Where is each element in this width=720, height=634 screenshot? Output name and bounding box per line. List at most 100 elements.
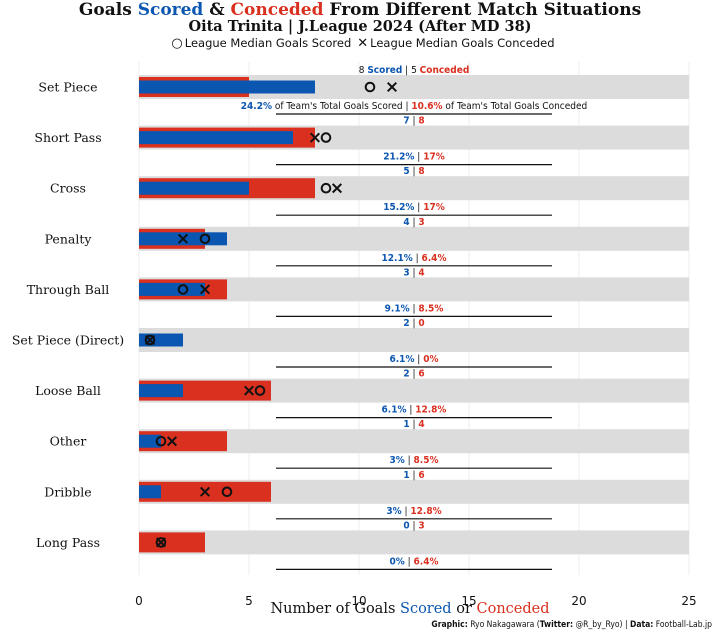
cross-marker-icon: ✕ [357, 36, 369, 51]
pct-annotation: 6.1% | 12.8% [382, 405, 447, 416]
x-axis-label: Number of Goals Scored or Conceded [0, 601, 720, 617]
count-annotation: 4 | 3 [403, 217, 424, 228]
median-conceded-marker [199, 284, 211, 295]
background-bar [139, 226, 689, 251]
credit-data-label: Data: [629, 620, 654, 630]
count-annotation: 1 | 4 [403, 419, 424, 430]
count-sep: | [410, 318, 419, 329]
pct-sep: | [405, 556, 414, 567]
pct-scored-suffix: of Team's Total Goals Scored [272, 101, 403, 112]
median-scored-marker [155, 435, 167, 447]
pct-scored-value: 21.2% [383, 152, 414, 163]
median-scored-marker [155, 537, 167, 548]
category-label: Loose Ball [35, 383, 101, 398]
median-conceded-marker [144, 334, 156, 346]
scored-bar [139, 384, 183, 398]
median-conceded-marker [386, 81, 398, 93]
background-bar [139, 530, 689, 555]
credit-data-value: Football-Lab.jp [653, 620, 712, 630]
pct-scored-value: 6.1% [382, 405, 407, 416]
count-conceded-value: 8 [418, 166, 424, 177]
x-tick-label: 15 [461, 594, 476, 608]
credit-twitter-label: Twitter: [539, 620, 574, 630]
pct-annotation: 3% | 8.5% [390, 455, 439, 466]
count-conceded-value: 6 [418, 470, 424, 481]
pct-sep: | [413, 253, 422, 264]
chart-title: Goals Scored & Conceded From Different M… [0, 0, 720, 20]
pct-annotation: 15.2% | 17% [383, 202, 445, 213]
median-conceded-marker [155, 537, 167, 548]
count-sep: | [410, 520, 419, 531]
category-label: Penalty [45, 231, 93, 246]
conceded-bar [139, 532, 205, 553]
pct-annotation: 12.1% | 6.4% [382, 253, 447, 264]
category-label: Other [50, 434, 87, 449]
pct-conceded-value: 8.5% [414, 455, 439, 466]
pct-scored-value: 9.1% [385, 303, 410, 314]
scored-bar [139, 181, 249, 195]
pct-conceded-value: 10.6% [411, 101, 442, 112]
pct-sep: | [414, 202, 423, 213]
background-bar [139, 328, 689, 352]
pct-scored-value: 12.1% [382, 253, 413, 264]
count-conceded-value: 5 [411, 65, 420, 76]
count-sep: | [410, 166, 419, 177]
median-conceded-marker [166, 436, 178, 447]
median-conceded-marker [199, 486, 211, 497]
credit-twitter-value: @R_by_Ryo) | [573, 620, 630, 630]
median-conceded-marker [331, 183, 343, 194]
median-scored-marker [320, 182, 332, 194]
count-scored-value: 2 [403, 369, 409, 380]
pct-conceded-value: 0% [423, 354, 438, 365]
count-sep: | [410, 369, 419, 380]
title-amp: & [203, 0, 231, 20]
title-conceded-word: Conceded [230, 0, 324, 20]
pct-conceded-value: 17% [423, 202, 445, 213]
legend-scored-label: League Median Goals Scored [184, 36, 352, 50]
x-tick-label: 0 [135, 594, 143, 608]
count-annotation: 2 | 0 [403, 318, 424, 329]
title-scored-word: Scored [137, 0, 204, 20]
median-scored-marker [177, 284, 189, 295]
count-annotation: 0 | 3 [403, 520, 424, 531]
median-scored-marker [320, 132, 332, 143]
circle-marker-icon: ○ [171, 36, 183, 51]
median-scored-marker [254, 385, 266, 396]
x-tick-label: 25 [681, 594, 696, 608]
count-scored-value: 2 [403, 318, 409, 329]
count-conceded-value: 4 [418, 419, 424, 430]
scored-bar [139, 282, 205, 296]
xlabel-prefix: Number of Goals [270, 601, 401, 617]
count-sep: | [410, 267, 419, 278]
pct-sep: | [402, 506, 411, 517]
pct-sep: | [405, 455, 414, 466]
pct-conceded-value: 8.5% [418, 303, 443, 314]
count-scored-value: 0 [403, 520, 409, 531]
category-label: Through Ball [27, 282, 110, 297]
scored-bar [139, 131, 293, 145]
count-scored-value: 4 [403, 217, 409, 228]
pct-annotation: 3% | 12.8% [386, 506, 441, 517]
pct-conceded-suffix: of Team's Total Goals Conceded [443, 101, 588, 112]
category-label: Cross [50, 181, 86, 196]
pct-conceded-value: 12.8% [415, 405, 446, 416]
title-suffix: From Different Match Situations [323, 0, 642, 20]
count-scored-value: 1 [403, 419, 409, 430]
pct-sep: | [406, 405, 415, 416]
count-annotation: 7 | 8 [403, 116, 424, 127]
median-scored-marker [221, 486, 233, 498]
category-label: Dribble [44, 484, 91, 499]
xlabel-scored-word: Scored [400, 601, 452, 617]
count-conceded-word: Conceded [420, 65, 470, 76]
pct-scored-value: 24.2% [241, 101, 272, 112]
pct-sep: | [414, 152, 423, 163]
background-bar [139, 429, 689, 454]
x-tick-label: 10 [351, 594, 366, 608]
x-tick-label: 20 [571, 594, 586, 608]
count-scored-value: 7 [403, 116, 409, 127]
credit-graphic-label: Graphic: [431, 620, 468, 630]
pct-scored-value: 3% [386, 506, 401, 517]
credit-line: Graphic: Ryo Nakagawara (Twitter: @R_by_… [431, 620, 712, 630]
pct-scored-value: 6.1% [390, 354, 415, 365]
